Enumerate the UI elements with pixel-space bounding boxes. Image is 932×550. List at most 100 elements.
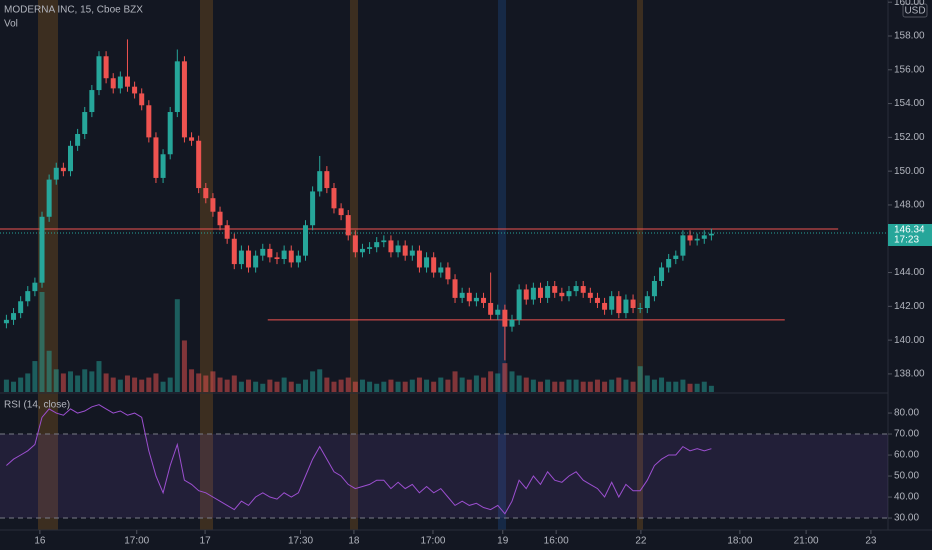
volume-bar bbox=[431, 381, 437, 392]
volume-bar bbox=[509, 371, 515, 392]
candle-body bbox=[46, 179, 52, 217]
session-band bbox=[350, 0, 358, 530]
candle-body bbox=[196, 140, 202, 189]
volume-bar bbox=[174, 299, 180, 392]
volume-bar bbox=[673, 381, 679, 392]
candle-body bbox=[18, 301, 24, 314]
candle-body bbox=[189, 137, 195, 141]
volume-bar bbox=[559, 381, 565, 392]
volume-bar bbox=[217, 377, 223, 392]
volume-bar bbox=[153, 373, 159, 392]
candle-body bbox=[132, 86, 138, 94]
volume-bar bbox=[473, 375, 479, 392]
volume-bar bbox=[196, 373, 202, 392]
candle-body bbox=[374, 242, 380, 248]
volume-bar bbox=[566, 379, 572, 392]
volume-bar bbox=[203, 375, 209, 392]
x-tick-label: 17:00 bbox=[420, 536, 445, 547]
y-tick-label: 156.00 bbox=[894, 64, 925, 75]
candle-body bbox=[409, 250, 415, 256]
candle-body bbox=[274, 257, 280, 260]
volume-bar bbox=[160, 381, 166, 392]
candle-body bbox=[331, 188, 337, 209]
currency-box bbox=[902, 3, 928, 18]
candle-body bbox=[359, 248, 365, 253]
y-tick-label: 142.00 bbox=[894, 301, 925, 312]
x-tick-label: 16:00 bbox=[544, 536, 569, 547]
rsi-tick-label: 50.00 bbox=[894, 471, 919, 482]
volume-bar bbox=[117, 379, 123, 392]
volume-bar bbox=[295, 383, 301, 392]
rsi-tick-label: 80.00 bbox=[894, 408, 919, 419]
candle-body bbox=[452, 279, 458, 298]
volume-bar bbox=[53, 369, 59, 392]
candle-body bbox=[210, 198, 216, 212]
volume-bar bbox=[139, 379, 145, 392]
volume-bar bbox=[388, 379, 394, 392]
volume-bar bbox=[516, 375, 522, 392]
volume-bar bbox=[267, 379, 273, 392]
volume-bar bbox=[395, 381, 401, 392]
last-time: 17:23 bbox=[894, 235, 919, 246]
candle-body bbox=[224, 225, 230, 239]
volume-bar bbox=[666, 381, 672, 392]
candle-body bbox=[302, 225, 308, 256]
y-tick-label: 160.00 bbox=[894, 0, 925, 8]
rsi-label: RSI (14, close) bbox=[4, 400, 70, 411]
candle-body bbox=[124, 76, 130, 87]
candle-body bbox=[659, 267, 665, 281]
volume-bar bbox=[146, 377, 152, 392]
volume-bar bbox=[238, 381, 244, 392]
rsi-tick-label: 70.00 bbox=[894, 429, 919, 440]
volume-bar bbox=[288, 381, 294, 392]
rsi-band bbox=[0, 434, 888, 519]
volume-bar bbox=[552, 381, 558, 392]
session-band bbox=[200, 0, 213, 530]
x-tick-label: 16 bbox=[34, 536, 46, 547]
last-price-box bbox=[888, 224, 932, 247]
candle-body bbox=[545, 286, 551, 298]
volume-bar bbox=[39, 292, 45, 392]
candle-body bbox=[217, 211, 223, 226]
x-tick-label: 19 bbox=[497, 536, 509, 547]
volume-bar bbox=[409, 379, 415, 392]
candle-body bbox=[602, 302, 608, 310]
volume-bar bbox=[580, 381, 586, 392]
candle-body bbox=[566, 291, 572, 297]
candle-body bbox=[381, 240, 387, 243]
rsi-tick-label: 60.00 bbox=[894, 450, 919, 461]
candle-body bbox=[708, 233, 714, 236]
session-band bbox=[38, 0, 58, 530]
volume-bar bbox=[651, 379, 657, 392]
candle-body bbox=[459, 292, 465, 298]
volume-bar bbox=[89, 371, 95, 392]
candle-body bbox=[167, 112, 173, 155]
volume-bar bbox=[630, 381, 636, 392]
candle-body bbox=[253, 255, 259, 268]
candle-body bbox=[203, 188, 209, 199]
candle-body bbox=[75, 133, 81, 146]
volume-bar bbox=[530, 379, 536, 392]
x-tick-label: 18:00 bbox=[727, 536, 752, 547]
volume-bar bbox=[352, 381, 358, 392]
volume-bar bbox=[488, 371, 494, 392]
y-tick-label: 148.00 bbox=[894, 200, 925, 211]
candle-body bbox=[509, 319, 515, 327]
volume-bar bbox=[466, 379, 472, 392]
y-tick-label: 152.00 bbox=[894, 132, 925, 143]
volume-bar bbox=[609, 379, 615, 392]
volume-bar bbox=[459, 377, 465, 392]
candle-body bbox=[488, 302, 494, 315]
volume-bar bbox=[281, 377, 287, 392]
volume-bar bbox=[331, 381, 337, 392]
candle-body bbox=[687, 235, 693, 241]
candle-body bbox=[267, 248, 273, 258]
volume-bar bbox=[338, 379, 344, 392]
candle-body bbox=[537, 287, 543, 298]
y-tick-label: 154.00 bbox=[894, 98, 925, 109]
candle-body bbox=[466, 292, 472, 302]
candle-body bbox=[324, 171, 330, 189]
candle-body bbox=[53, 167, 59, 180]
candle-body bbox=[395, 245, 401, 253]
volume-bar bbox=[537, 381, 543, 392]
